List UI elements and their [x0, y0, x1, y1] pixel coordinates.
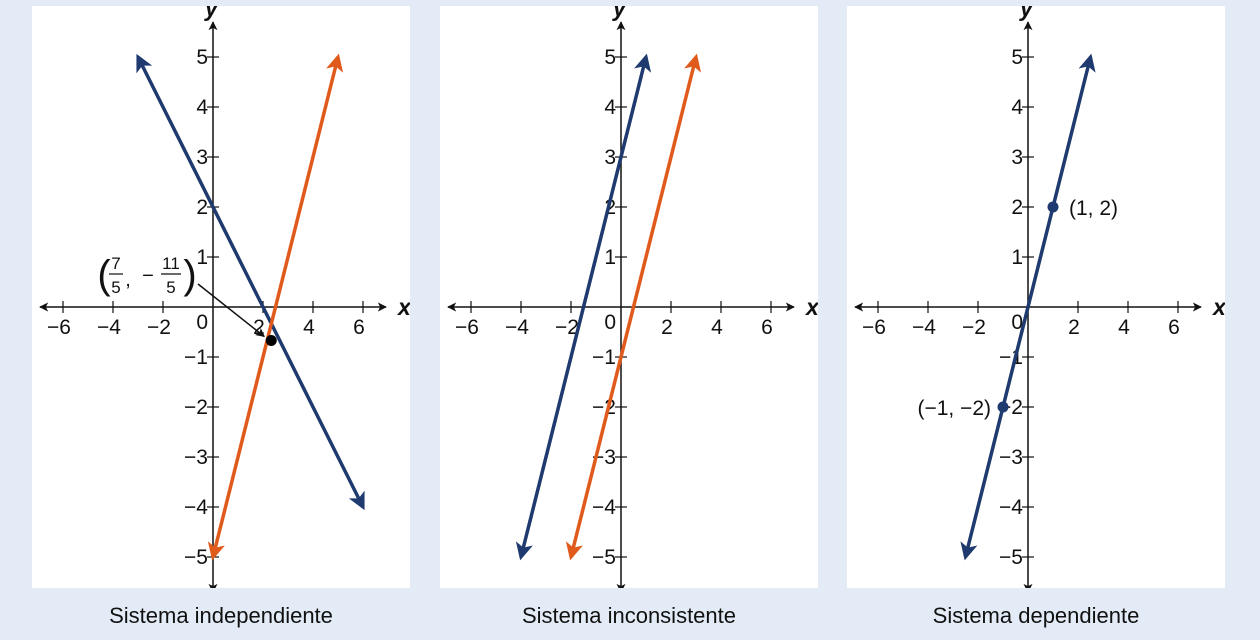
intersection-annotation: () 7 5, −11 5 — [97, 253, 265, 338]
x-tick-label: 6 — [1168, 316, 1180, 339]
chart-panel-independent: x y −6 −4 −2 2 4 6 −5 −4 −3 −2 −1 1 2 3 4 5 0() 7 5, −11 5 — [32, 6, 410, 588]
paren-open: ( — [97, 253, 111, 297]
y-tick-label: 1 — [196, 246, 208, 269]
x-tick-label: 2 — [1068, 316, 1080, 339]
y-axis-label: y — [612, 6, 627, 21]
fraction-numerator: 11 — [162, 254, 180, 273]
x-tick-label: 6 — [761, 316, 773, 339]
x-tick-label: −6 — [455, 316, 479, 339]
y-tick-label: 2 — [196, 196, 208, 219]
x-tick-label: 4 — [303, 316, 315, 339]
x-tick-label: −4 — [505, 316, 529, 339]
caption-dependent: Sistema dependiente — [932, 603, 1140, 628]
y-tick-label: 1 — [1011, 246, 1023, 269]
x-tick-label: −4 — [912, 316, 936, 339]
y-tick-label: −4 — [592, 496, 616, 519]
series-line-2 — [565, 53, 702, 561]
y-tick-label: 3 — [604, 146, 616, 169]
point-label: (1, 2) — [1069, 197, 1118, 220]
fraction-denominator: 5 — [166, 278, 175, 297]
y-tick-label: 4 — [604, 96, 616, 119]
y-tick-label: 4 — [196, 96, 208, 119]
y-tick-label: −3 — [184, 446, 208, 469]
x-tick-label: 4 — [711, 316, 723, 339]
y-tick-label: −1 — [999, 346, 1023, 369]
y-axis-label: y — [1019, 6, 1034, 21]
y-tick-label: 5 — [604, 46, 616, 69]
x-axis-label: x — [396, 294, 410, 320]
series-line-2 — [207, 53, 344, 561]
x-tick-label: 4 — [1118, 316, 1130, 339]
y-tick-label: 5 — [1011, 46, 1023, 69]
minus-sign: − — [142, 265, 154, 287]
annotation-leader-arrow — [197, 283, 265, 338]
data-point — [1047, 201, 1059, 213]
x-tick-label: −6 — [862, 316, 886, 339]
fraction-numerator: 7 — [111, 254, 120, 273]
x-tick-label: 2 — [661, 316, 673, 339]
y-tick-label: −4 — [184, 496, 208, 519]
x-tick-label: −6 — [47, 316, 71, 339]
y-tick-label: 4 — [1011, 96, 1023, 119]
y-tick-label: −5 — [592, 546, 616, 569]
y-tick-label: 3 — [196, 146, 208, 169]
y-tick-label: −5 — [184, 546, 208, 569]
data-point — [997, 401, 1009, 413]
y-tick-label: −2 — [184, 396, 208, 419]
chart-panel-dependent: x y −6 −4 −2 2 4 6 −5 −4 −3 −2 −1 1 2 3 4 5 0 (1, 2) (−1, −2… — [847, 6, 1225, 588]
caption-inconsistent: Sistema inconsistente — [522, 603, 736, 628]
x-axis-label: x — [1211, 294, 1225, 320]
y-tick-label: −1 — [184, 346, 208, 369]
y-tick-label: −2 — [592, 396, 616, 419]
y-tick-label: −5 — [999, 546, 1023, 569]
x-tick-label: 6 — [353, 316, 365, 339]
origin-label: 0 — [196, 311, 208, 334]
y-tick-label: 3 — [1011, 146, 1023, 169]
paren-close: ) — [183, 253, 196, 297]
x-axis-label: x — [804, 294, 818, 320]
x-tick-label: −2 — [147, 316, 171, 339]
comma: , — [125, 269, 131, 291]
y-axis-label: y — [204, 6, 219, 21]
data-point — [265, 335, 277, 346]
y-tick-label: −4 — [999, 496, 1023, 519]
y-tick-label: −3 — [999, 446, 1023, 469]
point-label: (−1, −2) — [917, 397, 991, 420]
series-line-1 — [960, 53, 1096, 561]
y-tick-label: 1 — [604, 246, 616, 269]
caption-independent: Sistema independiente — [109, 603, 333, 628]
y-tick-label: −1 — [592, 346, 616, 369]
origin-label: 0 — [604, 311, 616, 334]
y-tick-label: 5 — [196, 46, 208, 69]
x-tick-label: −2 — [962, 316, 986, 339]
x-tick-label: −4 — [97, 316, 121, 339]
fraction-denominator: 5 — [111, 278, 120, 297]
y-tick-label: 2 — [1011, 196, 1023, 219]
